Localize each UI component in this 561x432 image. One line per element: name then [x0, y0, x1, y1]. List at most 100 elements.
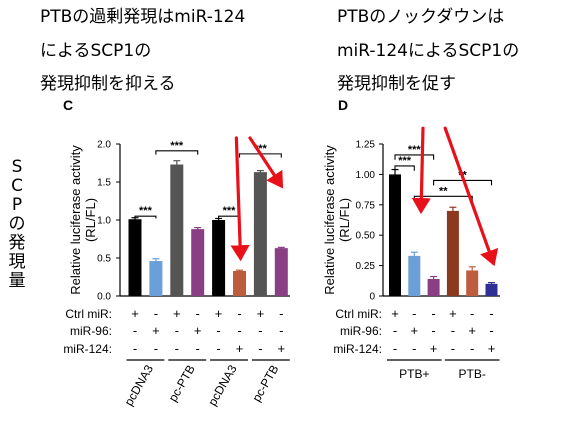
condition-sign: -: [237, 323, 241, 338]
group-label: pcDNA3: [122, 362, 157, 408]
significance-label: ***: [223, 205, 237, 217]
condition-sign: -: [175, 323, 179, 338]
condition-row-label: miR-96:: [340, 324, 382, 338]
condition-sign: -: [133, 323, 137, 338]
group-label: pc-PTB: [249, 363, 281, 405]
condition-sign: -: [393, 323, 397, 338]
y-axis-title-line: Relative luciferase activity: [68, 145, 83, 295]
bar: [191, 229, 205, 296]
significance-bracket: [155, 150, 199, 155]
panel-letter: C: [63, 97, 73, 113]
bar: [446, 210, 459, 296]
y-axis-title-line: (RL/FL): [83, 198, 98, 242]
caption-right: PTBのノックダウンは miR-124によるSCP1の 発現抑制を促す: [337, 7, 519, 94]
condition-sign: +: [131, 306, 139, 321]
condition-sign: -: [154, 306, 158, 321]
significance-label: ***: [139, 205, 153, 217]
condition-row-label: miR-96:: [70, 324, 112, 338]
condition-sign: -: [412, 306, 416, 321]
condition-sign: -: [489, 306, 493, 321]
caption-left: PTBの過剰発現はmiR-124 によるSCP1の 発現抑制を抑える: [40, 7, 245, 94]
group-label: PTB-: [459, 367, 486, 381]
condition-sign: -: [431, 306, 435, 321]
side-label-char: P: [12, 195, 22, 215]
bar: [389, 174, 401, 296]
bar: [408, 255, 421, 296]
side-label-char: 量: [9, 271, 26, 291]
condition-sign: -: [196, 306, 200, 321]
significance-bracket: [394, 154, 435, 160]
condition-sign: +: [468, 323, 476, 338]
condition-sign: -: [175, 341, 179, 356]
side-label-char: 現: [9, 252, 26, 272]
significance-bracket: [134, 215, 157, 219]
condition-sign: -: [470, 306, 474, 321]
y-tick-label: 1.00: [356, 170, 376, 181]
y-tick-label: 0: [369, 292, 375, 303]
condition-sign: -: [237, 306, 241, 321]
y-axis-title: Relative luciferase activity(RL/FL): [68, 145, 98, 295]
condition-sign: -: [258, 341, 262, 356]
condition-sign: +: [488, 341, 496, 356]
condition-sign: +: [391, 306, 399, 321]
side-label-char: C: [11, 176, 23, 196]
condition-sign: +: [215, 306, 223, 321]
condition-sign: +: [194, 323, 202, 338]
condition-sign: -: [393, 341, 397, 356]
bar: [212, 220, 226, 296]
condition-sign: -: [279, 323, 283, 338]
y-axis-title-line: Relative luciferase activity: [322, 145, 337, 295]
bar: [149, 261, 163, 296]
condition-sign: -: [412, 341, 416, 356]
condition-sign: -: [431, 323, 435, 338]
significance-label: **: [439, 185, 448, 197]
y-axis-title: Relative luciferase activity(RL/FL): [322, 145, 352, 295]
y-tick-label: 0.5: [97, 254, 111, 265]
caption-right-line-1: PTBのノックダウンは: [337, 7, 504, 27]
condition-sign: -: [489, 323, 493, 338]
bar: [128, 219, 142, 296]
side-label: S C P の発現量: [9, 157, 26, 291]
bar: [466, 270, 479, 296]
condition-sign: -: [258, 323, 262, 338]
significance-label: ***: [398, 155, 412, 167]
y-tick-label: 1.25: [356, 140, 376, 151]
panel-letter: D: [338, 97, 348, 113]
condition-sign: -: [196, 341, 200, 356]
condition-sign: +: [257, 306, 265, 321]
y-tick-label: 1.5: [97, 178, 111, 189]
condition-row-label: Ctrl miR:: [65, 307, 112, 321]
condition-sign: +: [411, 323, 419, 338]
y-tick-label: 0.25: [356, 261, 376, 272]
y-tick-label: 0.0: [97, 292, 111, 303]
y-tick-label: 1.0: [97, 216, 111, 227]
red-arrow: [248, 136, 284, 189]
condition-row-label: Ctrl miR:: [335, 307, 382, 321]
side-label-char: 発: [9, 233, 26, 253]
bar: [253, 172, 267, 296]
condition-sign: -: [133, 341, 137, 356]
bar: [233, 270, 246, 296]
significance-label: ***: [408, 144, 422, 156]
group-label: pcDNA3: [205, 362, 240, 408]
y-tick-label: 0.75: [356, 200, 376, 211]
condition-sign: -: [451, 323, 455, 338]
condition-sign: +: [430, 341, 438, 356]
condition-sign: +: [278, 341, 286, 356]
y-tick-label: 0.50: [356, 231, 376, 242]
condition-sign: -: [451, 341, 455, 356]
y-axis-title-line: (RL/FL): [337, 198, 352, 242]
condition-sign: -: [154, 341, 158, 356]
side-label-char: S: [12, 157, 23, 177]
bar: [170, 164, 184, 296]
condition-sign: -: [279, 306, 283, 321]
caption-right-line-2: miR-124によるSCP1の: [337, 41, 519, 61]
condition-row-label: miR-124:: [63, 342, 112, 356]
side-label-char: の: [9, 214, 26, 234]
y-tick-label: 2.0: [97, 140, 111, 151]
bar: [274, 248, 288, 296]
condition-sign: -: [470, 341, 474, 356]
caption-left-line-1: PTBの過剰発現はmiR-124: [40, 7, 245, 27]
